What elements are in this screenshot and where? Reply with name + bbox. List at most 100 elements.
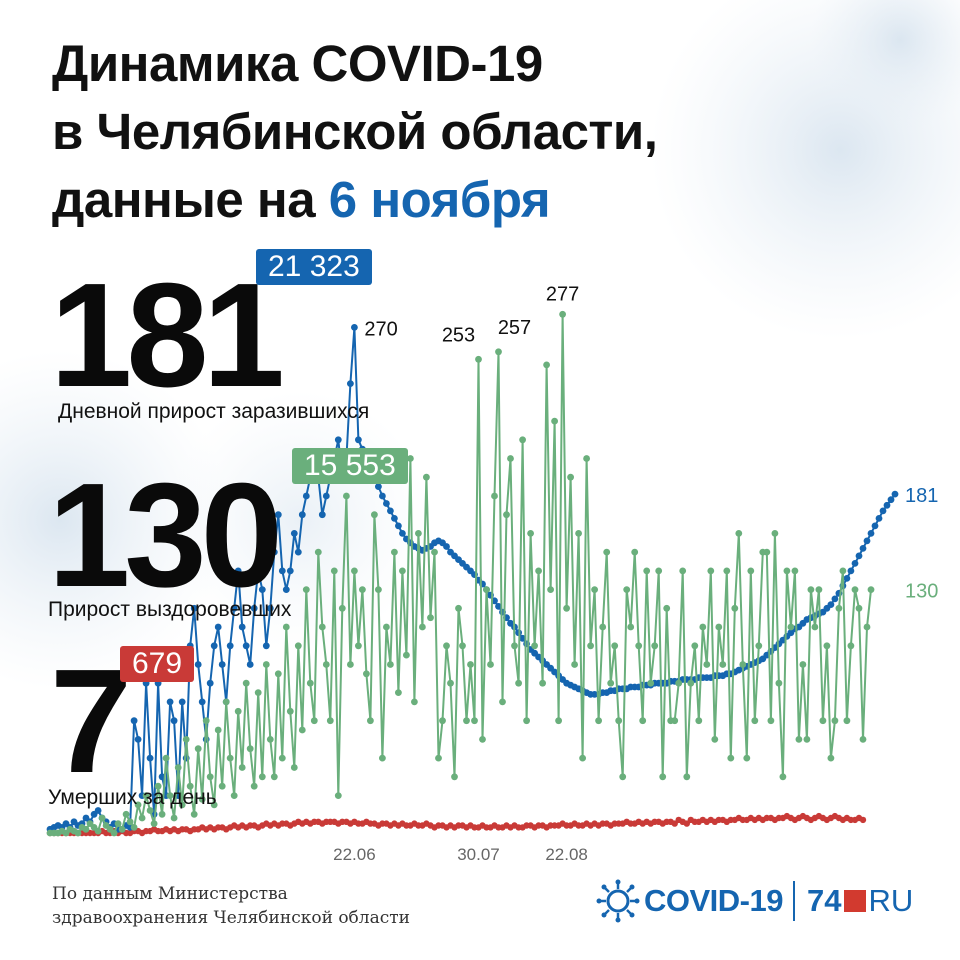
- brand-logo[interactable]: COVID-19 74 RU: [596, 876, 913, 926]
- cases-point: [387, 507, 394, 515]
- recovered-point: [202, 717, 210, 725]
- recovered-point: [467, 661, 474, 668]
- recovered-point: [755, 642, 763, 650]
- recovered-point: [695, 717, 703, 725]
- virus-icon: [596, 879, 640, 923]
- cases-point: [851, 560, 859, 567]
- recovered-point: [607, 679, 615, 687]
- recovered-point: [487, 661, 494, 668]
- cases-point: [351, 324, 358, 331]
- cases-point: [855, 552, 863, 560]
- cases-point: [318, 511, 326, 519]
- recovered-point: [178, 801, 186, 809]
- cases-point: [875, 515, 883, 522]
- recovered-point: [142, 792, 150, 799]
- recovered-point: [375, 586, 382, 593]
- logo-text: COVID-19: [644, 883, 783, 918]
- recovered-point: [499, 698, 506, 706]
- recovered-point: [659, 773, 667, 781]
- logo-brand: 74: [806, 883, 842, 918]
- recovered-point: [455, 604, 462, 612]
- recovered-point: [571, 661, 578, 668]
- recovered-point: [739, 661, 747, 668]
- data-source: По данным Министерства здравоохранения Ч…: [52, 882, 410, 930]
- cases-point: [883, 501, 891, 509]
- annotation-label: 130: [905, 581, 938, 603]
- cases-point: [379, 492, 386, 500]
- recovered-point: [427, 614, 434, 622]
- annotation-label: 270: [364, 318, 397, 340]
- recovered-line: [50, 313, 872, 834]
- cases-point: [391, 515, 398, 522]
- cases-point: [190, 604, 198, 612]
- recovered-point: [639, 717, 647, 725]
- recovered-point: [379, 754, 386, 762]
- cases-point: [443, 543, 450, 550]
- recovered-point: [727, 754, 735, 762]
- cases-point: [519, 634, 526, 642]
- cases-point: [282, 586, 290, 593]
- recovered-point: [751, 717, 759, 725]
- cases-point: [383, 500, 390, 507]
- recovered-point: [707, 567, 715, 575]
- recovered-point: [519, 436, 526, 444]
- recovered-point: [262, 661, 270, 668]
- recovered-point: [443, 642, 450, 650]
- recovered-point: [166, 792, 174, 799]
- recovered-point: [246, 745, 254, 753]
- logo-square-icon: [844, 890, 867, 912]
- recovered-point: [491, 492, 498, 500]
- source-line-1: По данным Министерства: [52, 884, 288, 904]
- recovered-point: [599, 623, 607, 631]
- recovered-point: [306, 679, 314, 687]
- recovered-point: [551, 417, 558, 425]
- recovered-point: [314, 548, 322, 556]
- recovered-point: [859, 736, 867, 743]
- recovered-point: [843, 717, 851, 725]
- recovered-point: [507, 455, 514, 462]
- recovered-point: [218, 782, 226, 790]
- recovered-point: [190, 810, 198, 818]
- recovered-point: [631, 548, 639, 556]
- recovered-point: [415, 530, 422, 537]
- cases-point: [266, 604, 274, 612]
- cases-point: [134, 736, 142, 743]
- recovered-point: [194, 745, 202, 753]
- recovered-point: [338, 604, 346, 612]
- cases-point: [495, 603, 502, 610]
- recovered-point: [747, 567, 755, 575]
- logo-ru: RU: [868, 883, 914, 918]
- recovered-point: [242, 679, 250, 687]
- cases-point: [871, 522, 879, 530]
- cases-point: [395, 522, 402, 530]
- deaths-total-badge: 679: [120, 646, 195, 682]
- recovered-point: [555, 717, 562, 725]
- recovered-point: [298, 726, 306, 734]
- recovered-point: [827, 754, 835, 762]
- recovered-point: [703, 661, 711, 668]
- recovered-point: [531, 642, 538, 650]
- cases-point: [270, 548, 278, 556]
- recovered-point: [623, 586, 631, 593]
- recovered-point: [679, 567, 687, 575]
- recovered-point: [675, 679, 683, 687]
- recovered-point: [162, 754, 170, 762]
- recovered-point: [214, 726, 222, 734]
- recovered-point: [635, 642, 643, 650]
- cases-point: [246, 661, 254, 668]
- recovered-point: [839, 567, 847, 575]
- recovered-point: [94, 827, 102, 835]
- recovered-point: [351, 567, 358, 575]
- recovered-point: [174, 764, 182, 771]
- cases-point: [230, 604, 238, 612]
- recovered-point: [118, 825, 126, 833]
- cases-point: [166, 698, 174, 706]
- cases-point: [226, 642, 234, 650]
- cases-point: [334, 436, 342, 444]
- recovered-point: [851, 586, 859, 593]
- recovered-point: [735, 530, 743, 537]
- recovered-caption: Прирост выздоровевших: [48, 598, 292, 621]
- recovered-point: [126, 818, 134, 826]
- x-tick-label: 22.08: [545, 845, 588, 864]
- recovered-point: [170, 814, 178, 822]
